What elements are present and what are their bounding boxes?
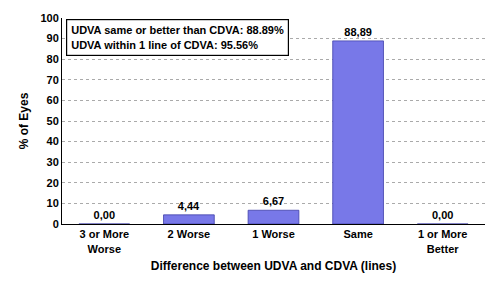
- svg-text:20: 20: [47, 177, 59, 189]
- svg-text:UDVA same or better than CDVA:: UDVA same or better than CDVA: 88.89%UDV…: [71, 24, 284, 50]
- svg-text:% of Eyes: % of Eyes: [17, 92, 31, 149]
- svg-text:30: 30: [47, 156, 59, 168]
- svg-text:Difference between UDVA and CD: Difference between UDVA and CDVA (lines): [151, 259, 396, 273]
- svg-text:100: 100: [40, 12, 58, 24]
- svg-text:0: 0: [53, 218, 59, 230]
- svg-text:88,89: 88,89: [344, 26, 372, 38]
- svg-text:0,00: 0,00: [432, 209, 453, 221]
- svg-text:6,67: 6,67: [263, 195, 284, 207]
- svg-text:50: 50: [47, 115, 59, 127]
- svg-text:0,00: 0,00: [94, 209, 115, 221]
- svg-text:90: 90: [47, 32, 59, 44]
- svg-text:1 or MoreBetter: 1 or MoreBetter: [418, 228, 468, 254]
- svg-text:40: 40: [47, 135, 59, 147]
- svg-text:2 Worse: 2 Worse: [168, 228, 211, 240]
- svg-text:Same: Same: [343, 228, 372, 240]
- svg-text:3 or MoreWorse: 3 or MoreWorse: [80, 228, 130, 254]
- svg-text:80: 80: [47, 53, 59, 65]
- svg-text:1 Worse: 1 Worse: [252, 228, 295, 240]
- svg-text:70: 70: [47, 74, 59, 86]
- svg-text:60: 60: [47, 94, 59, 106]
- svg-text:10: 10: [47, 197, 59, 209]
- svg-text:4,44: 4,44: [178, 200, 200, 212]
